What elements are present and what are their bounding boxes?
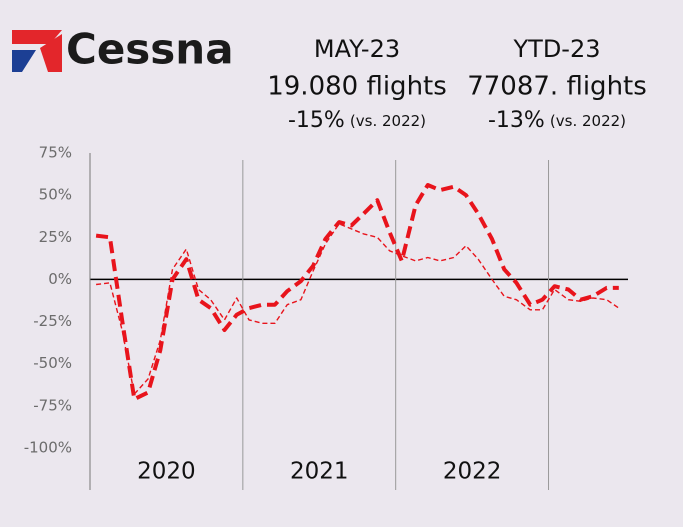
stat-change: -15% (vs. 2022) bbox=[288, 108, 426, 133]
stat-change-pct: -15% bbox=[288, 108, 345, 133]
stat-period: YTD-23 bbox=[513, 35, 601, 63]
y-tick-label: 50% bbox=[39, 186, 72, 204]
y-tick-label: 0% bbox=[48, 270, 72, 288]
y-tick-label: -50% bbox=[33, 354, 72, 372]
logo-text: Cessna bbox=[66, 25, 234, 74]
stat-value: 77087. flights bbox=[467, 72, 647, 102]
y-tick-label: -25% bbox=[33, 312, 72, 330]
year-label: 2020 bbox=[137, 459, 196, 485]
line-series bbox=[96, 223, 620, 395]
stat-note: (vs. 2022) bbox=[550, 112, 626, 130]
stat-value: 19.080 flights bbox=[267, 72, 447, 102]
year-label: 2022 bbox=[443, 459, 502, 485]
logo-icon bbox=[12, 30, 62, 72]
y-tick-label: -75% bbox=[33, 396, 72, 414]
stat-note: (vs. 2022) bbox=[350, 112, 426, 130]
line-series bbox=[95, 183, 619, 402]
year-label: 2021 bbox=[290, 459, 349, 485]
stat-period: MAY-23 bbox=[314, 35, 400, 63]
y-tick-label: -100% bbox=[24, 439, 72, 457]
stat-change: -13% (vs. 2022) bbox=[488, 108, 626, 133]
y-tick-label: 75% bbox=[39, 144, 72, 162]
stat-change-pct: -13% bbox=[488, 108, 545, 133]
y-tick-label: 25% bbox=[39, 228, 72, 246]
